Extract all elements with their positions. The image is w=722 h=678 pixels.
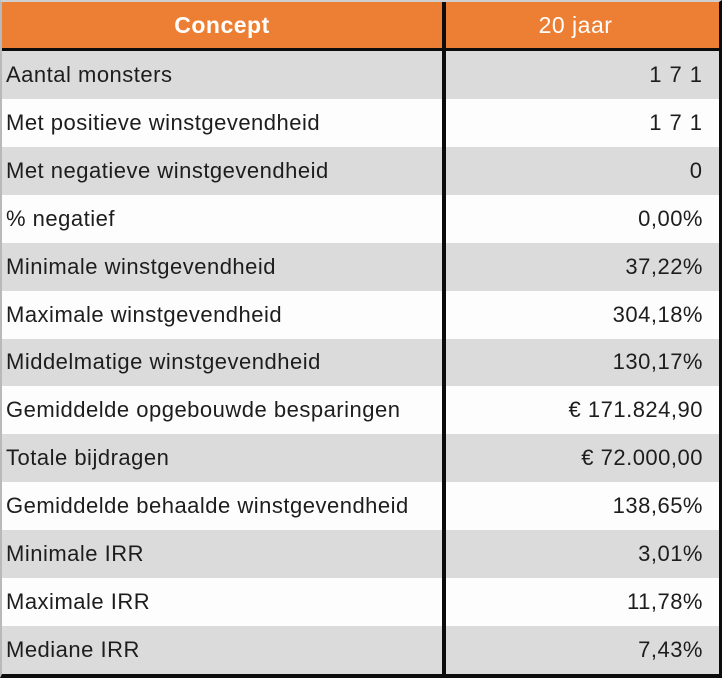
value-cell: 7,43% — [638, 637, 703, 663]
table-row: Met negatieve winstgevendheid 0 — [2, 146, 719, 195]
table-row: Middelmatige winstgevendheid 130,17% — [2, 338, 719, 387]
value-cell: 138,65% — [612, 493, 703, 519]
concept-cell: Gemiddelde behaalde winstgevendheid — [2, 482, 446, 531]
concept-cell: Aantal monsters — [2, 51, 446, 99]
table-row: Totale bijdragen € 72.000,00 — [2, 434, 719, 483]
table-row: Maximale winstgevendheid 304,18% — [2, 290, 719, 339]
concept-cell: Maximale IRR — [2, 578, 446, 627]
table-header-row: Concept 20 jaar — [2, 2, 719, 51]
concept-cell: Gemiddelde opgebouwde besparingen — [2, 386, 446, 435]
column-header-concept: Concept — [2, 2, 446, 48]
value-cell: 171 — [649, 109, 710, 135]
concept-cell: Minimale winstgevendheid — [2, 242, 446, 291]
value-cell: 37,22% — [625, 253, 703, 279]
table-row: Maximale IRR 11,78% — [2, 578, 719, 627]
value-cell: 130,17% — [612, 349, 703, 375]
concept-cell: Maximale winstgevendheid — [2, 290, 446, 339]
table-row: Gemiddelde behaalde winstgevendheid 138,6… — [2, 482, 719, 531]
concept-cell: Met negatieve winstgevendheid — [2, 146, 446, 195]
concept-cell: % negatief — [2, 194, 446, 243]
value-cell: 304,18% — [612, 301, 703, 327]
value-cell: 3,01% — [638, 541, 703, 567]
value-cell: € 72.000,00 — [581, 445, 703, 471]
concept-cell: Mediane IRR — [2, 626, 446, 674]
table-row: Aantal monsters 171 — [2, 51, 719, 99]
concept-cell: Met positieve winstgevendheid — [2, 98, 446, 147]
concept-cell: Totale bijdragen — [2, 434, 446, 483]
value-cell: 0 — [689, 157, 710, 183]
column-header-20-jaar: 20 jaar — [538, 11, 613, 38]
table-row: Minimale IRR 3,01% — [2, 530, 719, 579]
table-row: Met positieve winstgevendheid 171 — [2, 98, 719, 147]
concept-cell: Middelmatige winstgevendheid — [2, 338, 446, 387]
table-row: Minimale winstgevendheid 37,22% — [2, 242, 719, 291]
value-cell: € 171.824,90 — [568, 397, 703, 423]
value-cell: 11,78% — [627, 589, 703, 615]
value-cell: 171 — [649, 61, 710, 87]
value-cell: 0,00% — [638, 205, 703, 231]
table-row: Mediane IRR 7,43% — [2, 626, 719, 674]
concept-cell: Minimale IRR — [2, 530, 446, 579]
table-row: Gemiddelde opgebouwde besparingen € 171.8… — [2, 386, 719, 435]
table-body: Aantal monsters 171 Met positieve winstgev… — [2, 51, 719, 674]
table-row: % negatief 0,00% — [2, 194, 719, 243]
